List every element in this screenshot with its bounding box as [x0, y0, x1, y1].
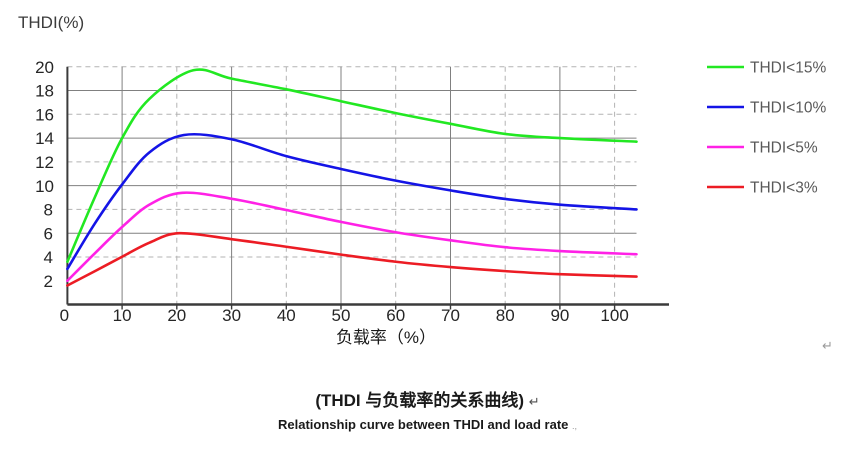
svg-text:6: 6	[44, 225, 53, 244]
svg-text:负载率（%）: 负载率（%）	[336, 328, 436, 347]
svg-text:THDI<3%: THDI<3%	[750, 180, 818, 197]
svg-text:60: 60	[386, 306, 405, 325]
svg-text:12: 12	[35, 153, 54, 172]
svg-text:THDI<15%: THDI<15%	[750, 60, 826, 77]
svg-text:2: 2	[44, 272, 53, 291]
svg-text:80: 80	[496, 306, 515, 325]
svg-text:4: 4	[44, 248, 53, 267]
svg-text:50: 50	[332, 306, 351, 325]
svg-text:18: 18	[35, 82, 54, 101]
svg-text:70: 70	[441, 306, 460, 325]
svg-text:10: 10	[35, 177, 54, 196]
svg-text:8: 8	[44, 201, 53, 220]
svg-text:30: 30	[222, 306, 241, 325]
svg-text:40: 40	[277, 306, 296, 325]
svg-text:14: 14	[35, 129, 54, 148]
svg-text:90: 90	[550, 306, 569, 325]
svg-text:0: 0	[60, 306, 69, 325]
svg-text:16: 16	[35, 106, 54, 125]
svg-text:THDI<10%: THDI<10%	[750, 100, 826, 117]
svg-text:20: 20	[35, 58, 54, 77]
svg-text:10: 10	[113, 306, 132, 325]
svg-text:20: 20	[167, 306, 186, 325]
svg-text:THDI<5%: THDI<5%	[750, 140, 818, 157]
svg-text:100: 100	[600, 306, 628, 325]
